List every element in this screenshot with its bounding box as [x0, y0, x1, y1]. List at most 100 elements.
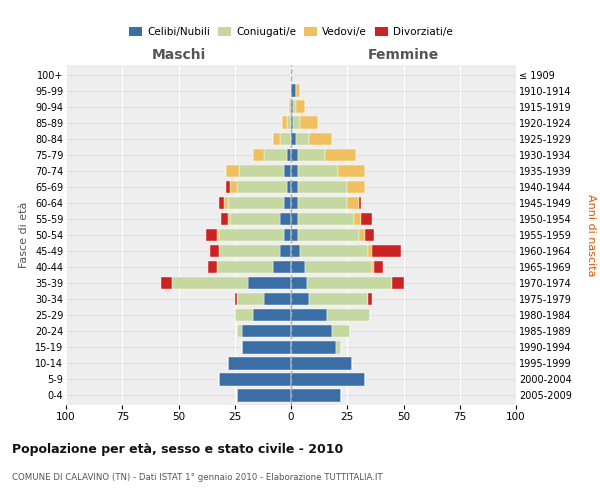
Bar — [293, 116, 300, 129]
Bar — [210, 245, 219, 258]
Bar — [307, 277, 392, 289]
Bar — [336, 341, 341, 353]
Bar — [235, 293, 237, 306]
Bar — [219, 196, 223, 209]
Bar — [219, 245, 280, 258]
Bar — [372, 261, 374, 274]
Bar — [228, 212, 230, 225]
Text: Maschi: Maschi — [151, 48, 206, 62]
Bar — [239, 164, 284, 177]
Bar — [291, 389, 341, 402]
Bar — [296, 132, 309, 145]
Bar — [298, 164, 338, 177]
Bar — [291, 245, 300, 258]
Bar — [291, 180, 298, 193]
Bar — [291, 357, 352, 370]
Bar — [280, 212, 291, 225]
Bar — [223, 196, 228, 209]
Bar — [289, 100, 291, 113]
Bar — [237, 293, 264, 306]
Bar — [338, 164, 365, 177]
Text: Femmine: Femmine — [368, 48, 439, 62]
Bar — [284, 228, 291, 241]
Bar — [354, 212, 361, 225]
Bar — [230, 180, 237, 193]
Bar — [235, 309, 253, 322]
Bar — [280, 245, 291, 258]
Bar — [253, 309, 291, 322]
Bar — [291, 84, 296, 97]
Bar — [293, 100, 296, 113]
Bar — [296, 100, 305, 113]
Bar — [273, 261, 291, 274]
Text: Popolazione per età, sesso e stato civile - 2010: Popolazione per età, sesso e stato civil… — [12, 442, 343, 456]
Bar — [282, 116, 287, 129]
Bar — [291, 309, 327, 322]
Bar — [298, 228, 359, 241]
Bar — [359, 228, 365, 241]
Bar — [392, 277, 404, 289]
Bar — [284, 196, 291, 209]
Bar — [241, 325, 291, 338]
Bar — [291, 164, 298, 177]
Bar — [309, 293, 367, 306]
Bar — [228, 357, 291, 370]
Bar — [284, 164, 291, 177]
Bar — [374, 261, 383, 274]
Bar — [367, 293, 372, 306]
Bar — [361, 212, 372, 225]
Bar — [208, 261, 217, 274]
Bar — [264, 148, 287, 161]
Bar — [300, 245, 367, 258]
Bar — [253, 148, 264, 161]
Y-axis label: Fasce di età: Fasce di età — [19, 202, 29, 268]
Bar — [280, 132, 291, 145]
Bar — [291, 325, 331, 338]
Bar — [291, 148, 298, 161]
Bar — [205, 228, 217, 241]
Bar — [298, 212, 354, 225]
Bar — [298, 180, 347, 193]
Bar — [291, 373, 365, 386]
Bar — [365, 228, 374, 241]
Bar — [291, 100, 293, 113]
Bar — [230, 212, 280, 225]
Bar — [237, 180, 287, 193]
Bar — [347, 180, 365, 193]
Bar — [291, 277, 307, 289]
Bar — [219, 228, 284, 241]
Bar — [298, 196, 347, 209]
Bar — [228, 196, 284, 209]
Bar — [325, 148, 356, 161]
Text: COMUNE DI CALAVINO (TN) - Dati ISTAT 1° gennaio 2010 - Elaborazione TUTTITALIA.I: COMUNE DI CALAVINO (TN) - Dati ISTAT 1° … — [12, 472, 383, 482]
Bar — [291, 196, 298, 209]
Bar — [161, 277, 172, 289]
Bar — [359, 196, 361, 209]
Bar — [291, 341, 336, 353]
Bar — [237, 389, 291, 402]
Bar — [241, 341, 291, 353]
Bar — [287, 148, 291, 161]
Bar — [298, 148, 325, 161]
Bar — [367, 245, 372, 258]
Bar — [248, 277, 291, 289]
Bar — [291, 212, 298, 225]
Bar — [219, 373, 291, 386]
Bar — [264, 293, 291, 306]
Bar — [287, 116, 291, 129]
Bar — [226, 180, 230, 193]
Bar — [291, 228, 298, 241]
Bar — [172, 277, 248, 289]
Bar — [291, 293, 309, 306]
Bar — [347, 196, 359, 209]
Y-axis label: Anni di nascita: Anni di nascita — [586, 194, 596, 276]
Bar — [296, 84, 300, 97]
Legend: Celibi/Nubili, Coniugati/e, Vedovi/e, Divorziati/e: Celibi/Nubili, Coniugati/e, Vedovi/e, Di… — [125, 22, 457, 41]
Bar — [291, 132, 296, 145]
Bar — [217, 228, 219, 241]
Bar — [372, 245, 401, 258]
Bar — [217, 261, 273, 274]
Bar — [327, 309, 370, 322]
Bar — [291, 261, 305, 274]
Bar — [291, 116, 293, 129]
